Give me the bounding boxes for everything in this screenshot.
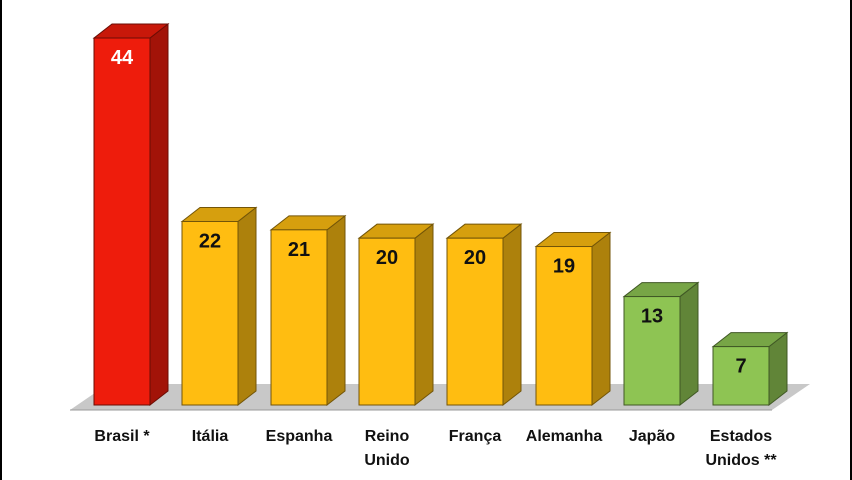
category-label-line: Unido xyxy=(364,452,410,469)
bar-front xyxy=(535,246,593,406)
bar-value-label: 20 xyxy=(376,247,398,269)
category-label: França xyxy=(449,428,502,445)
bar-front xyxy=(270,229,328,406)
bar-side xyxy=(149,22,169,407)
category-label-line: Alemanha xyxy=(526,428,603,445)
bar xyxy=(269,214,347,407)
bar xyxy=(534,231,612,407)
category-label-line: Reino xyxy=(365,428,410,445)
bar-front xyxy=(446,237,504,406)
bar-value-label: 21 xyxy=(288,239,310,261)
category-label-line: Estados xyxy=(710,428,772,445)
category-label: Espanha xyxy=(266,428,333,445)
bar-value-label: 22 xyxy=(199,231,221,253)
bar-front xyxy=(93,37,151,406)
category-label: Itália xyxy=(192,428,229,445)
category-label-line: Espanha xyxy=(266,428,333,445)
chart-floor xyxy=(70,384,810,410)
category-labels-group: Brasil * Itália Espanha Reino Unido França Ale… xyxy=(94,428,777,469)
category-label-line: França xyxy=(449,428,502,445)
bar xyxy=(92,22,170,407)
bar-front xyxy=(623,296,681,406)
category-label-line: Itália xyxy=(192,428,229,445)
bar xyxy=(622,281,700,407)
bar-side xyxy=(237,206,257,407)
bar-side xyxy=(679,281,699,407)
bar-side xyxy=(502,223,522,407)
category-label-line: Japão xyxy=(629,428,675,445)
category-label: Brasil * xyxy=(94,428,150,445)
category-label: Alemanha xyxy=(526,428,603,445)
bar-value-label: 44 xyxy=(111,47,134,69)
bar-value-label: 7 xyxy=(735,356,746,378)
bars-group: 44 22 21 20 20 19 13 7 xyxy=(92,22,789,407)
category-label-line: Brasil * xyxy=(94,428,150,445)
category-label-line: Unidos ** xyxy=(705,452,777,469)
bar-side xyxy=(591,231,611,407)
category-label: Japão xyxy=(629,428,675,445)
bar-value-label: 13 xyxy=(641,306,663,328)
bar-side xyxy=(414,223,434,407)
bar-front xyxy=(358,237,416,406)
bar xyxy=(445,223,523,407)
bar xyxy=(357,223,435,407)
bar-front xyxy=(181,221,239,406)
category-label: Reino Unido xyxy=(364,428,410,469)
bar-front xyxy=(712,346,770,406)
bar xyxy=(180,206,258,407)
bar-value-label: 20 xyxy=(464,247,486,269)
category-label: Estados Unidos ** xyxy=(705,428,777,469)
bar-value-label: 19 xyxy=(553,256,575,278)
bar xyxy=(711,331,789,407)
bar-side xyxy=(326,214,346,407)
